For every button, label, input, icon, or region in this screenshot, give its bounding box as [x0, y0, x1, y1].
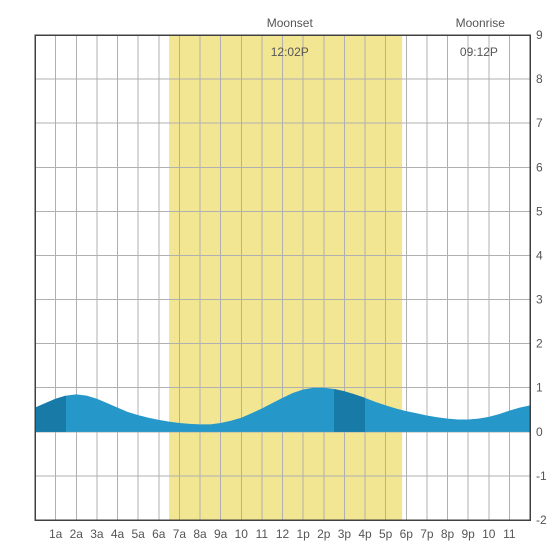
x-tick-label: 1a: [49, 527, 63, 541]
x-tick-label: 10: [482, 527, 496, 541]
y-tick-label: 3: [536, 293, 543, 307]
daylight-band: [169, 35, 402, 520]
y-tick-label: -2: [536, 513, 547, 527]
y-tick-label: 6: [536, 160, 543, 174]
x-tick-label: 9p: [461, 527, 475, 541]
moonrise-name: Moonrise: [456, 16, 505, 30]
x-tick-label: 11: [256, 527, 269, 541]
y-tick-label: -1: [536, 469, 547, 483]
y-tick-label: 8: [536, 72, 543, 86]
y-tick-label: 9: [536, 28, 543, 42]
x-tick-label: 9a: [214, 527, 228, 541]
x-tick-label: 4p: [358, 527, 372, 541]
x-tick-label: 5p: [379, 527, 393, 541]
moonset-time: 12:02P: [271, 45, 309, 59]
moonset-label: Moonset 12:02P: [253, 2, 313, 74]
x-tick-label: 8a: [193, 527, 207, 541]
x-tick-label: 2p: [317, 527, 331, 541]
y-tick-label: 4: [536, 248, 543, 262]
moonset-name: Moonset: [267, 16, 313, 30]
moonrise-time: 09:12P: [460, 45, 498, 59]
y-tick-label: 7: [536, 116, 543, 130]
x-tick-label: 10: [235, 527, 249, 541]
y-tick-label: 0: [536, 425, 543, 439]
x-tick-label: 12: [276, 527, 290, 541]
y-tick-label: 1: [536, 381, 543, 395]
x-tick-label: 2a: [70, 527, 84, 541]
x-tick-label: 7p: [420, 527, 434, 541]
x-tick-label: 8p: [441, 527, 455, 541]
x-tick-label: 7a: [173, 527, 187, 541]
x-tick-label: 11: [503, 527, 516, 541]
y-tick-label: 2: [536, 337, 543, 351]
moonrise-label: Moonrise 09:12P: [442, 2, 502, 74]
x-tick-label: 1p: [296, 527, 310, 541]
grid: [35, 35, 530, 520]
x-tick-label: 6a: [152, 527, 166, 541]
x-tick-label: 4a: [111, 527, 125, 541]
x-tick-label: 3p: [338, 527, 352, 541]
x-tick-label: 3a: [90, 527, 104, 541]
x-tick-label: 5a: [131, 527, 145, 541]
tide-chart: Moonset 12:02P Moonrise 09:12P -2-101234…: [0, 0, 550, 550]
x-tick-label: 6p: [400, 527, 414, 541]
y-tick-label: 5: [536, 204, 543, 218]
chart-svg: -2-101234567891a2a3a4a5a6a7a8a9a1011121p…: [0, 0, 550, 550]
